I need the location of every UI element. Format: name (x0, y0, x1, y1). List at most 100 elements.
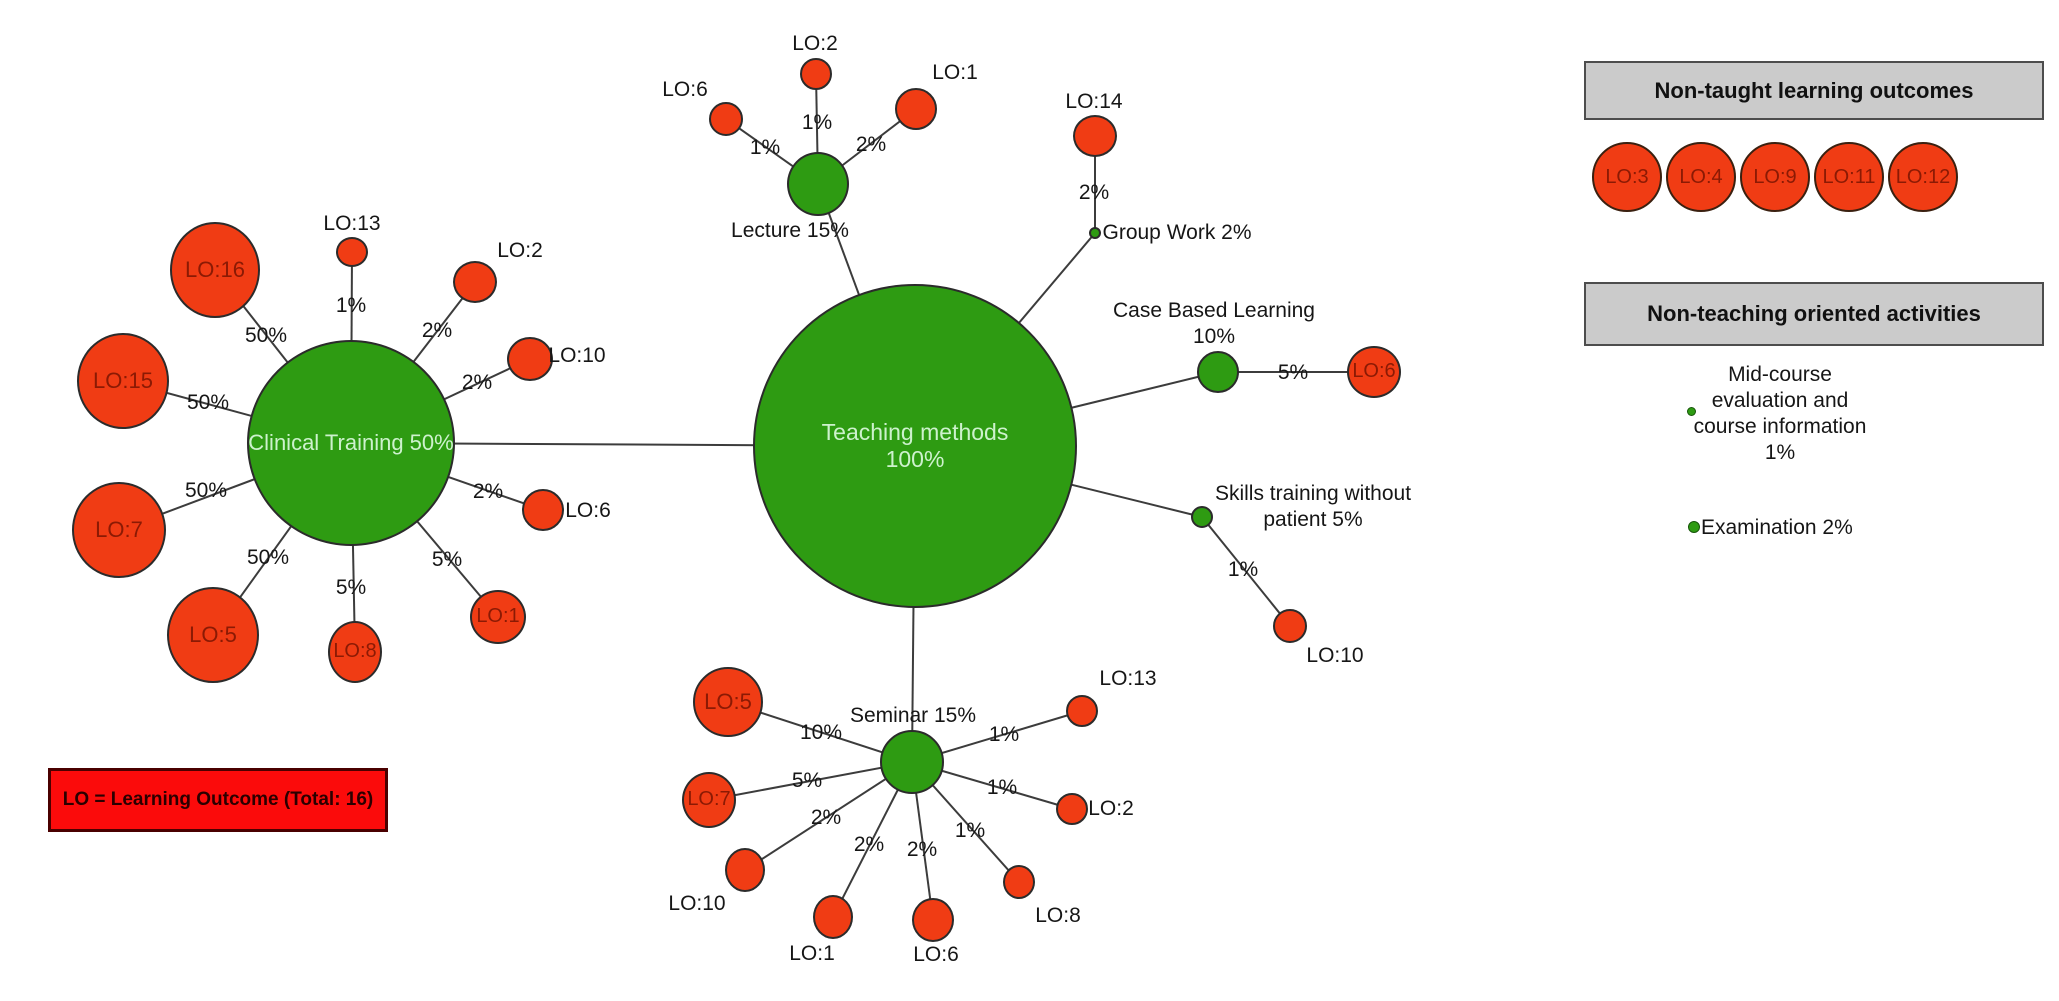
label-clinical-lo2: LO:2 (497, 238, 543, 264)
mid-course-label: Mid-course evaluation and course informa… (1680, 362, 1880, 466)
label-lecture: Lecture 15% (731, 218, 849, 244)
label-seminar-lo13-line: LO:13 (1099, 667, 1157, 690)
edge-seminar--seminar-lo7 (708, 761, 913, 801)
edge-label-clinical-training--clinical-lo13: 1% (335, 294, 367, 317)
edge-label-clinical-training--clinical-lo1: 5% (431, 548, 463, 571)
label-case-based-learning-line: 10% (1192, 325, 1236, 348)
node-teaching-methods-label: 100% (885, 446, 945, 472)
non-taught-outcomes-row: LO:3 LO:4 LO:9 LO:11 LO:12 (1592, 142, 1958, 212)
label-seminar-lo2-line: LO:2 (1088, 797, 1134, 820)
label-group-work-line: Group Work 2% (1102, 221, 1252, 244)
edge-label-lecture--lecture-lo6: 1% (749, 136, 781, 159)
edge-label-skills-training--skills-lo10: 1% (1227, 558, 1259, 581)
edge-label-clinical-training--clinical-lo10: 2% (461, 371, 493, 394)
edge-label-seminar--seminar-lo1: 2% (853, 833, 885, 856)
node-seminar-lo1 (813, 895, 853, 939)
edge-label-seminar--seminar-lo5: 10% (799, 721, 843, 744)
label-case-based-learning-line: Case Based Learning (1113, 299, 1315, 322)
label-groupwork-lo14-line: LO:14 (1065, 90, 1123, 113)
label-case-based-learning: Case Based Learning 10% (1113, 298, 1315, 350)
node-lecture-lo6 (709, 102, 743, 136)
edge-label-seminar--seminar-lo10: 2% (810, 806, 842, 829)
node-clinical-lo2 (453, 261, 497, 303)
edge-label-seminar--seminar-lo8: 1% (954, 819, 986, 842)
node-clinical-lo15-label: LO:15 (93, 368, 153, 394)
label-seminar-lo10-line: LO:10 (668, 892, 726, 915)
node-clinical-training: Clinical Training 50% (247, 340, 455, 546)
label-lecture-lo6-line: LO:6 (662, 78, 708, 101)
label-skills-training-line: Skills training without (1214, 482, 1412, 505)
label-lecture-lo2: LO:2 (792, 31, 838, 57)
label-seminar-lo8-line: LO:8 (1035, 904, 1081, 927)
label-seminar-lo1: LO:1 (789, 941, 835, 967)
node-clinical-lo1: LO:1 (470, 590, 526, 644)
label-lecture-line: Lecture 15% (731, 219, 849, 242)
mid-course-line: course information (1693, 415, 1867, 438)
node-clinical-lo7-label: LO:7 (95, 517, 143, 543)
node-seminar-lo6 (912, 898, 954, 942)
edge-label-clinical-training--clinical-lo2: 2% (421, 319, 453, 342)
mid-course-line: 1% (1764, 441, 1796, 464)
node-clinical-lo5: LO:5 (167, 587, 259, 683)
non-teaching-header: Non-teaching oriented activities (1584, 282, 2044, 346)
edge-label-seminar--seminar-lo13: 1% (988, 723, 1020, 746)
non-taught-outcome-circle: LO:12 (1888, 142, 1958, 212)
node-groupwork-lo14 (1073, 115, 1117, 157)
label-clinical-lo6: LO:6 (565, 498, 611, 524)
edge-label-clinical-training--clinical-lo15: 50% (186, 391, 230, 414)
label-groupwork-lo14: LO:14 (1065, 89, 1122, 115)
label-seminar-lo13: LO:13 (1099, 666, 1156, 692)
label-lecture-lo6: LO:6 (662, 77, 708, 103)
node-clinical-lo6 (522, 489, 564, 531)
label-seminar-lo8: LO:8 (1035, 903, 1081, 929)
mid-course-line: evaluation and (1711, 389, 1849, 412)
label-skills-lo10: LO:10 (1306, 643, 1363, 669)
node-clinical-training-label: Clinical Training 50% (248, 430, 454, 456)
node-skills-lo10 (1273, 609, 1307, 643)
edge-label-clinical-training--clinical-lo5: 50% (246, 546, 290, 569)
edge-label-clinical-training--clinical-lo16: 50% (244, 324, 288, 347)
label-clinical-lo6-line: LO:6 (565, 499, 611, 522)
mid-course-line: Mid-course (1728, 363, 1832, 386)
node-case-based-learning (1197, 351, 1239, 393)
node-cbl-lo6: LO:6 (1347, 346, 1401, 398)
node-teaching-methods: Teaching methods 100% (753, 284, 1077, 608)
edge-label-clinical-training--clinical-lo7: 50% (184, 479, 228, 502)
label-seminar: Seminar 15% (850, 703, 976, 729)
label-seminar-lo2: LO:2 (1088, 796, 1134, 822)
node-clinical-lo7: LO:7 (72, 482, 166, 578)
node-cbl-lo6-label: LO:6 (1352, 360, 1396, 383)
edge-label-case-based-learning--cbl-lo6: 5% (1277, 361, 1309, 384)
node-lecture (787, 152, 849, 216)
node-seminar-lo5-label: LO:5 (704, 689, 752, 715)
examination-dot-icon (1688, 521, 1700, 533)
edge-label-clinical-training--clinical-lo8: 5% (335, 576, 367, 599)
node-teaching-methods-label: Teaching methods (821, 418, 1009, 445)
edge-label-seminar--seminar-lo6: 2% (906, 838, 938, 861)
examination-label: Examination 2% (1701, 516, 1853, 539)
node-seminar-lo10 (725, 848, 765, 892)
edge-seminar--seminar-lo10 (744, 761, 913, 871)
node-seminar-lo13 (1066, 695, 1098, 727)
node-clinical-lo16-label: LO:16 (185, 257, 245, 283)
label-seminar-lo6-line: LO:6 (913, 943, 959, 966)
label-seminar-lo1-line: LO:1 (789, 942, 835, 965)
legend-box: LO = Learning Outcome (Total: 16) (48, 768, 388, 832)
label-skills-training-line: patient 5% (1263, 508, 1363, 531)
node-clinical-lo15: LO:15 (77, 333, 169, 429)
edge-label-group-work--groupwork-lo14: 2% (1078, 181, 1110, 204)
non-taught-outcome-circle: LO:3 (1592, 142, 1662, 212)
node-seminar-lo2 (1056, 793, 1088, 825)
label-clinical-lo10: LO:10 (548, 343, 605, 369)
node-seminar-lo5: LO:5 (693, 667, 763, 737)
non-taught-outcome-circle: LO:11 (1814, 142, 1884, 212)
non-taught-outcome-circle: LO:9 (1740, 142, 1810, 212)
label-clinical-lo10-line: LO:10 (548, 344, 606, 367)
label-seminar-lo6: LO:6 (913, 942, 959, 968)
node-lecture-lo1 (895, 88, 937, 130)
node-seminar-lo7: LO:7 (682, 772, 736, 828)
node-clinical-lo8: LO:8 (328, 621, 382, 683)
node-seminar-lo8 (1003, 865, 1035, 899)
